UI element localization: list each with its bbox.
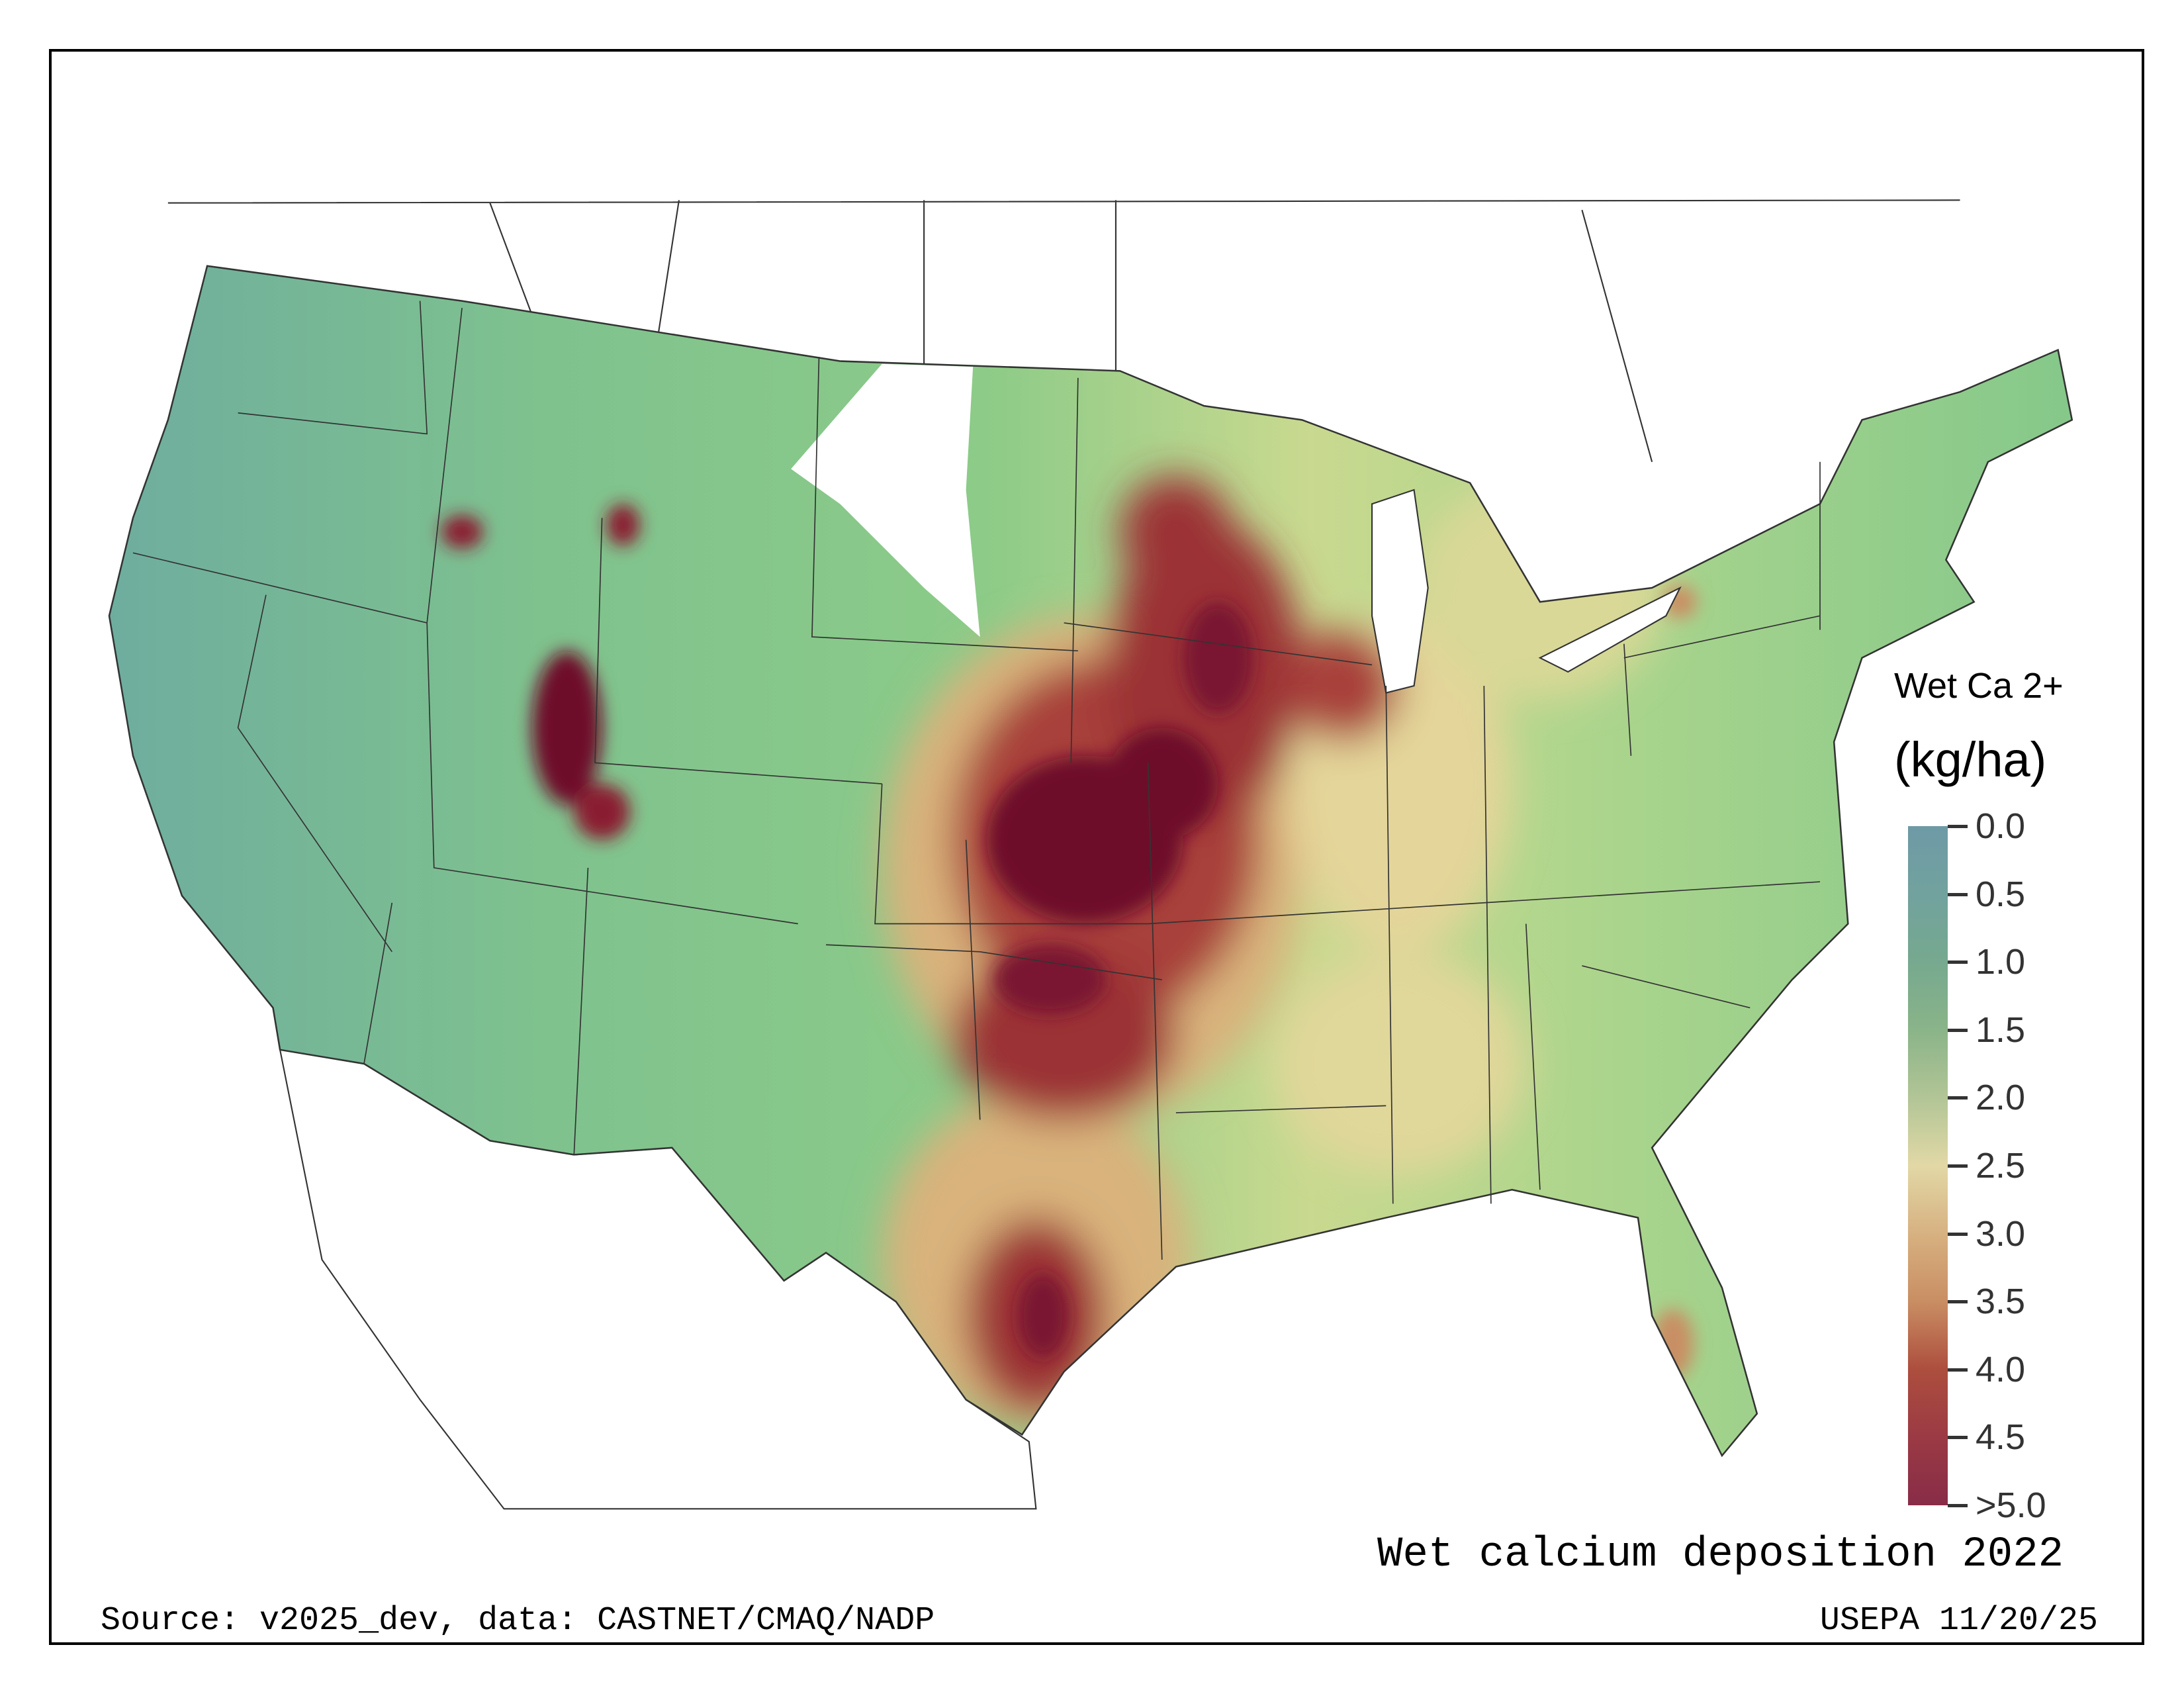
legend-tick-mark	[1948, 1368, 1968, 1372]
legend-tick-label: 4.5	[1976, 1417, 2026, 1458]
state-boundaries	[132, 301, 1821, 1260]
legend-tick-label: >5.0	[1976, 1485, 2046, 1525]
legend-tick-label: 2.0	[1976, 1078, 2026, 1118]
legend-tick-mark	[1948, 1232, 1968, 1236]
legend-tick-mark	[1948, 961, 1968, 964]
legend-tick-label: 2.5	[1976, 1146, 2026, 1186]
lake-michigan	[1371, 489, 1429, 694]
missing-data-region	[791, 363, 980, 637]
agency-date-stamp: USEPA 11/20/25	[1819, 1602, 2098, 1640]
legend-unit: (kg/ha)	[1894, 732, 2047, 787]
canada-border-lines	[167, 199, 1960, 463]
map-title: Wet calcium deposition 2022	[1377, 1531, 2064, 1579]
legend-tick-label: 0.0	[1976, 806, 2026, 846]
legend-tick-mark	[1948, 892, 1968, 896]
legend-tick-mark	[1948, 1164, 1968, 1168]
legend-title: Wet Ca 2+	[1894, 666, 2064, 706]
legend-tick-mark	[1948, 1028, 1968, 1032]
legend-tick-mark	[1948, 1436, 1968, 1440]
figure-frame	[49, 49, 2144, 1645]
legend-tick-mark	[1948, 1300, 1968, 1304]
legend-tick-label: 0.5	[1976, 874, 2026, 914]
lake-erie	[1538, 586, 1682, 673]
legend-tick-label: 3.5	[1976, 1282, 2026, 1322]
legend-tick-label: 3.0	[1976, 1213, 2026, 1254]
legend-tick-label: 1.0	[1976, 942, 2026, 982]
source-caption: Source: v2025_dev, data: CASTNET/CMAQ/NA…	[101, 1602, 935, 1640]
legend-tick-mark	[1948, 1096, 1968, 1100]
legend-tick-label: 4.0	[1976, 1349, 2026, 1389]
legend-colorbar	[1908, 826, 1948, 1505]
legend-tick-mark	[1948, 1504, 1968, 1507]
legend-tick-label: 1.5	[1976, 1009, 2026, 1050]
legend-tick-mark	[1948, 825, 1968, 828]
